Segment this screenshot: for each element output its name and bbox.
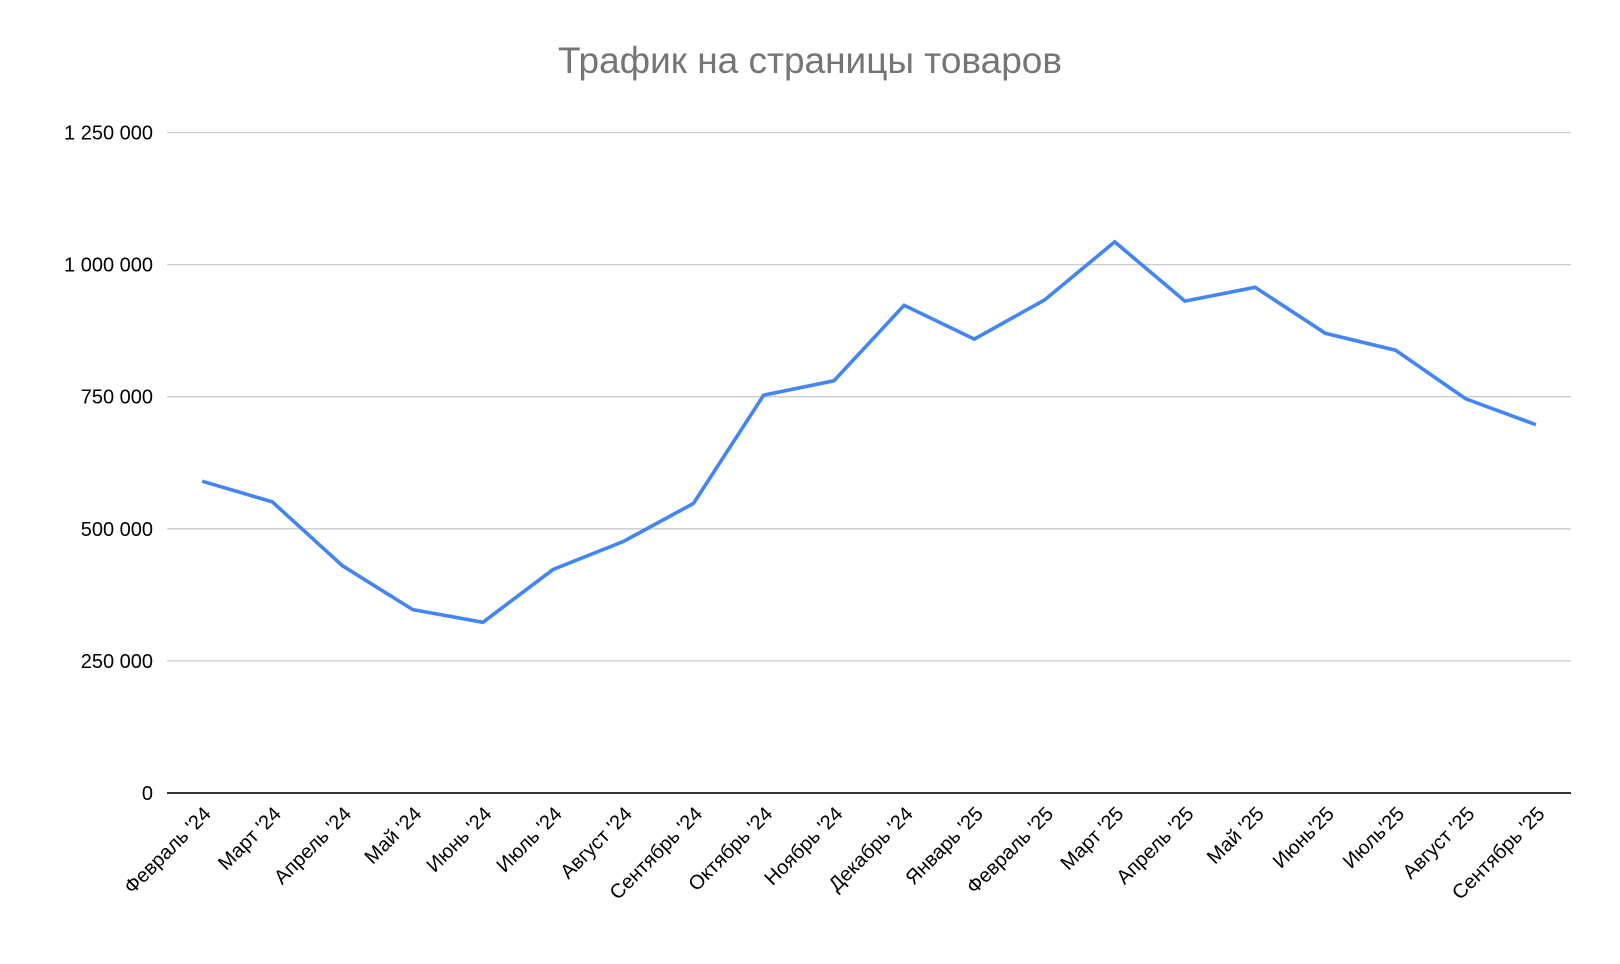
y-tick-label: 750 000 (81, 387, 153, 409)
series-line (201, 239, 1537, 625)
x-tick-label: Март '24 (214, 803, 286, 875)
y-tick-label: 1 250 000 (64, 123, 153, 145)
y-axis-tick-labels: 0 250 000 500 000 750 000 1 000 000 1 250 000 (64, 123, 153, 806)
x-tick-label: Июль'25 (1339, 803, 1409, 873)
x-tick-label: Июнь '24 (423, 803, 497, 877)
gridlines (167, 131, 1571, 662)
x-tick-label: Июль '24 (493, 803, 567, 877)
y-tick-label: 1 000 000 (64, 255, 153, 277)
x-tick-label: Май '24 (361, 803, 427, 869)
y-tick-label: 500 000 (81, 519, 153, 541)
x-tick-label: Май '25 (1203, 803, 1269, 869)
y-tick-label: 0 (142, 783, 153, 805)
chart-title: Трафик на страницы товаров (557, 40, 1063, 81)
x-tick-label: Март '25 (1056, 803, 1128, 875)
x-tick-label: Июнь'25 (1269, 803, 1339, 873)
data-series-line (201, 239, 1537, 625)
y-tick-label: 250 000 (81, 651, 153, 673)
x-tick-label: Февраль '24 (120, 803, 215, 898)
